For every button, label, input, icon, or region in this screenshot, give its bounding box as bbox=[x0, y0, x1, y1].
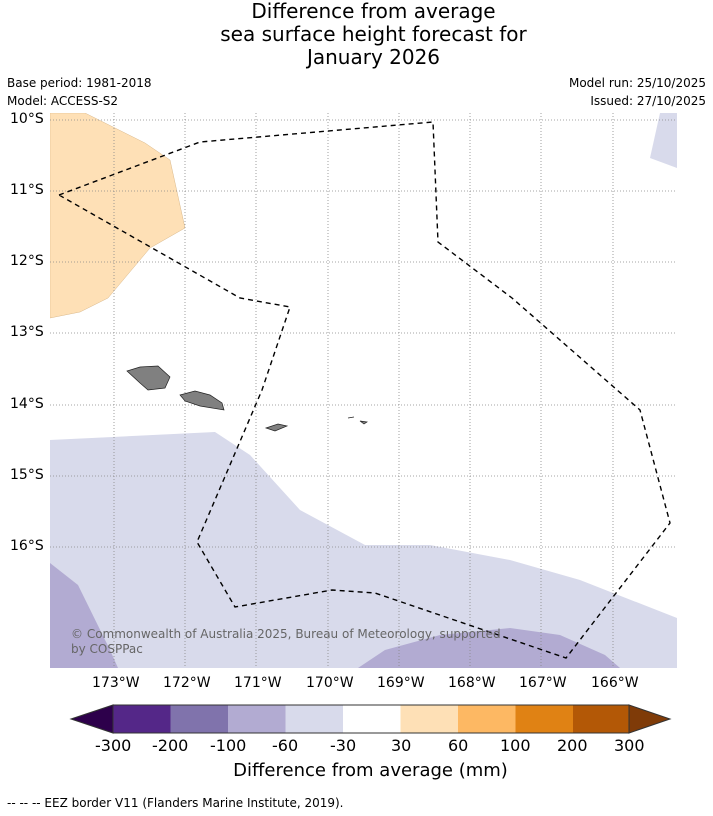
colorbar-tick: 100 bbox=[500, 736, 531, 755]
lon-label: 169°W bbox=[377, 675, 425, 691]
colorbar-tick: -100 bbox=[210, 736, 247, 755]
title-line: sea surface height forecast for bbox=[220, 22, 527, 46]
eez-footnote: -- -- -- EEZ border V11 (Flanders Marine… bbox=[7, 796, 344, 810]
colorbar-extend-high bbox=[628, 704, 672, 734]
colorbar-seg bbox=[343, 705, 401, 733]
colorbar-tick: -300 bbox=[95, 736, 132, 755]
colorbar-tick: 60 bbox=[448, 736, 469, 755]
lat-label: 10°S bbox=[10, 111, 44, 127]
lat-label: 14°S bbox=[10, 396, 44, 412]
island-upolu bbox=[179, 390, 225, 411]
island-manua bbox=[347, 416, 368, 425]
anomaly-neg60-100-sw bbox=[50, 563, 118, 668]
model-run: Model run: 25/10/2025 bbox=[568, 76, 706, 90]
colorbar-seg bbox=[458, 705, 516, 733]
chart-title: Difference from average sea surface heig… bbox=[0, 0, 713, 69]
colorbar-tick: 200 bbox=[557, 736, 588, 755]
gridlines bbox=[50, 113, 677, 668]
colorbar-tick: 300 bbox=[614, 736, 645, 755]
anomaly-30-60 bbox=[50, 113, 186, 319]
lat-label: 12°S bbox=[10, 253, 44, 269]
meta-left: Base period: 1981-2018 Model: ACCESS-S2 bbox=[7, 74, 152, 110]
lon-label: 170°W bbox=[306, 675, 354, 691]
island-tutuila bbox=[264, 423, 289, 432]
lat-label: 16°S bbox=[10, 538, 44, 554]
colorbar-extend-low bbox=[69, 704, 114, 734]
model-name: Model: ACCESS-S2 bbox=[7, 94, 119, 108]
lon-label: 172°W bbox=[163, 675, 211, 691]
colorbar-label: Difference from average (mm) bbox=[233, 760, 508, 781]
title-line: Difference from average bbox=[251, 0, 496, 23]
lon-label: 173°W bbox=[92, 675, 140, 691]
colorbar-seg bbox=[285, 705, 343, 733]
anomaly-neg30-60-ne bbox=[650, 113, 677, 168]
colorbar bbox=[69, 704, 672, 734]
colorbar-seg bbox=[113, 705, 171, 733]
lat-label: 15°S bbox=[10, 467, 44, 483]
base-period: Base period: 1981-2018 bbox=[7, 76, 152, 90]
copyright: © Commonwealth of Australia 2025, Bureau… bbox=[71, 627, 501, 657]
islands bbox=[126, 365, 368, 432]
colorbar-tick: 30 bbox=[391, 736, 412, 755]
colorbar-tick: -200 bbox=[152, 736, 189, 755]
lat-label: 13°S bbox=[10, 324, 44, 340]
colorbar-seg bbox=[573, 705, 629, 733]
anomaly-neg30-60 bbox=[50, 432, 677, 668]
eez-border bbox=[58, 121, 671, 659]
colorbar-tick: -30 bbox=[330, 736, 357, 755]
colorbar-tick: -60 bbox=[272, 736, 299, 755]
colorbar-seg bbox=[400, 705, 458, 733]
anomaly-neg60-100-s bbox=[358, 628, 620, 668]
issued-date: Issued: 27/10/2025 bbox=[590, 94, 706, 108]
lon-label: 166°W bbox=[591, 675, 639, 691]
lat-label: 11°S bbox=[10, 182, 44, 198]
meta-right: Model run: 25/10/2025 Issued: 27/10/2025 bbox=[569, 74, 706, 110]
lon-label: 168°W bbox=[448, 675, 496, 691]
copyright-line: © Commonwealth of Australia 2025, Bureau… bbox=[71, 627, 501, 641]
colorbar-seg bbox=[170, 705, 228, 733]
lon-label: 167°W bbox=[519, 675, 567, 691]
copyright-line: by COSPPac bbox=[71, 642, 143, 656]
lon-label: 171°W bbox=[234, 675, 282, 691]
colorbar-seg bbox=[515, 705, 573, 733]
colorbar-seg bbox=[228, 705, 286, 733]
island-savaii bbox=[126, 365, 171, 391]
title-line: January 2026 bbox=[306, 45, 441, 69]
